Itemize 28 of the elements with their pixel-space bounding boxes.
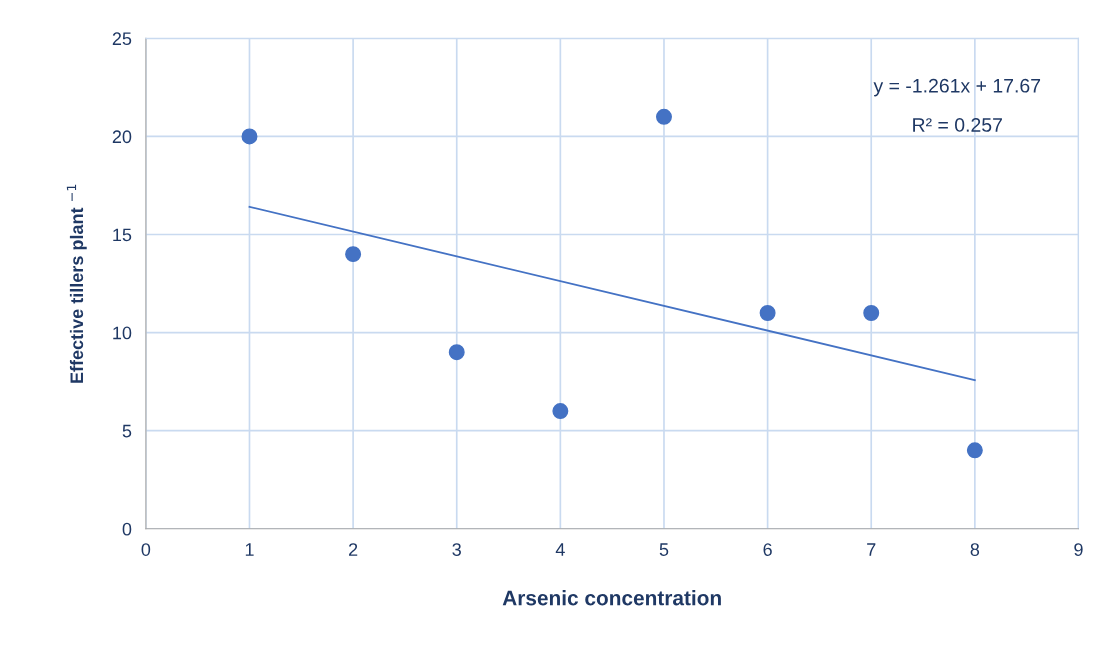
point xyxy=(448,344,465,361)
point xyxy=(552,403,569,420)
y-tick-label: 0 xyxy=(122,522,132,536)
point xyxy=(759,305,776,321)
x-tick-label: 6 xyxy=(763,543,772,556)
y-tick-label: 10 xyxy=(113,326,132,340)
x-tick-label: 4 xyxy=(555,543,565,556)
x-axis-title: Arsenic concentration xyxy=(502,590,721,606)
x-tick-label: 8 xyxy=(970,543,980,556)
annotation: y = -1.261x + 17.67 xyxy=(873,78,1041,97)
y-tick-label: 5 xyxy=(122,424,132,438)
x-tick-label: 3 xyxy=(452,543,461,556)
y-tick-label: 20 xyxy=(112,130,132,144)
x-tick-label: 7 xyxy=(867,543,876,556)
point xyxy=(656,108,672,125)
point xyxy=(966,442,983,459)
y-axis-title: Effective tillers plant $^{−1}$ xyxy=(66,184,87,383)
x-tick-label: 0 xyxy=(141,543,151,556)
y-tick-label: 25 xyxy=(112,32,132,46)
annotation: R² = 0.257 xyxy=(913,118,1002,132)
point xyxy=(241,128,258,145)
x-tick-label: 9 xyxy=(1074,543,1083,556)
x-tick-label: 1 xyxy=(245,543,254,556)
point xyxy=(345,246,362,263)
y-tick-label: 15 xyxy=(113,228,132,242)
x-tick-label: 2 xyxy=(349,543,358,556)
point xyxy=(863,305,880,321)
x-tick-label: 5 xyxy=(659,543,669,556)
